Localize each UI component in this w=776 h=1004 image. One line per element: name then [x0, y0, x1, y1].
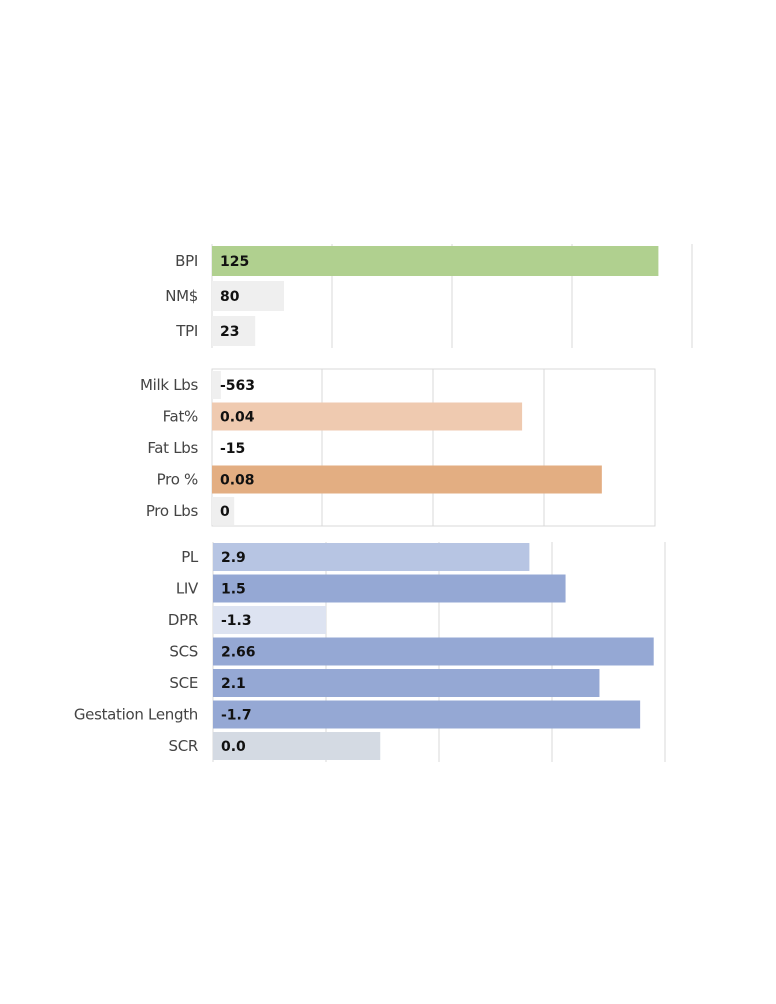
- category-label-fat-: Fat%: [163, 408, 198, 426]
- value-label-pro-: 0.08: [220, 473, 255, 489]
- bar-scr: [213, 732, 381, 760]
- bar-milk-lbs: [212, 371, 221, 399]
- category-label-milk-lbs: Milk Lbs: [140, 376, 199, 394]
- category-label-dpr: DPR: [168, 611, 198, 629]
- value-label-tpi: 23: [220, 324, 239, 340]
- category-label-pro-lbs: Pro Lbs: [146, 502, 199, 520]
- value-label-scr: 0.0: [221, 739, 246, 755]
- category-label-pl: PL: [181, 548, 199, 566]
- category-label-bpi: BPI: [175, 252, 198, 270]
- value-label-pl: 2.9: [221, 550, 246, 566]
- value-label-milk-lbs: -563: [220, 378, 255, 394]
- bar-dpr: [213, 606, 326, 634]
- value-label-fat-: 0.04: [220, 410, 255, 426]
- category-label-liv: LIV: [176, 580, 199, 598]
- category-label-pro-: Pro %: [157, 471, 198, 489]
- bar-nm-: [212, 281, 284, 311]
- bar-pl: [213, 543, 530, 571]
- bar-tpi: [212, 316, 256, 346]
- value-label-sce: 2.1: [221, 676, 246, 692]
- bar-sce: [213, 669, 600, 697]
- category-label-nm-: NM$: [165, 287, 198, 305]
- category-label-fat-lbs: Fat Lbs: [147, 439, 198, 457]
- value-label-bpi: 125: [220, 254, 249, 270]
- category-label-tpi: TPI: [175, 322, 198, 340]
- bar-liv: [213, 574, 566, 603]
- value-label-liv: 1.5: [221, 582, 246, 598]
- bar-bpi: [212, 246, 659, 276]
- category-label-scr: SCR: [168, 737, 198, 755]
- value-label-dpr: -1.3: [221, 613, 252, 629]
- category-label-gestation-length: Gestation Length: [74, 706, 198, 724]
- bar-fat-: [212, 402, 523, 431]
- bar-gestation-length: [213, 700, 641, 729]
- category-label-scs: SCS: [169, 643, 198, 661]
- value-label-gestation-length: -1.7: [221, 708, 252, 724]
- value-label-nm-: 80: [220, 289, 240, 305]
- value-label-pro-lbs: 0: [220, 504, 230, 520]
- bar-pro-: [212, 465, 602, 494]
- value-label-fat-lbs: -15: [220, 441, 245, 457]
- bar-scs: [213, 637, 654, 666]
- bar-pro-lbs: [212, 497, 235, 525]
- category-label-sce: SCE: [169, 674, 198, 692]
- value-label-scs: 2.66: [221, 645, 256, 661]
